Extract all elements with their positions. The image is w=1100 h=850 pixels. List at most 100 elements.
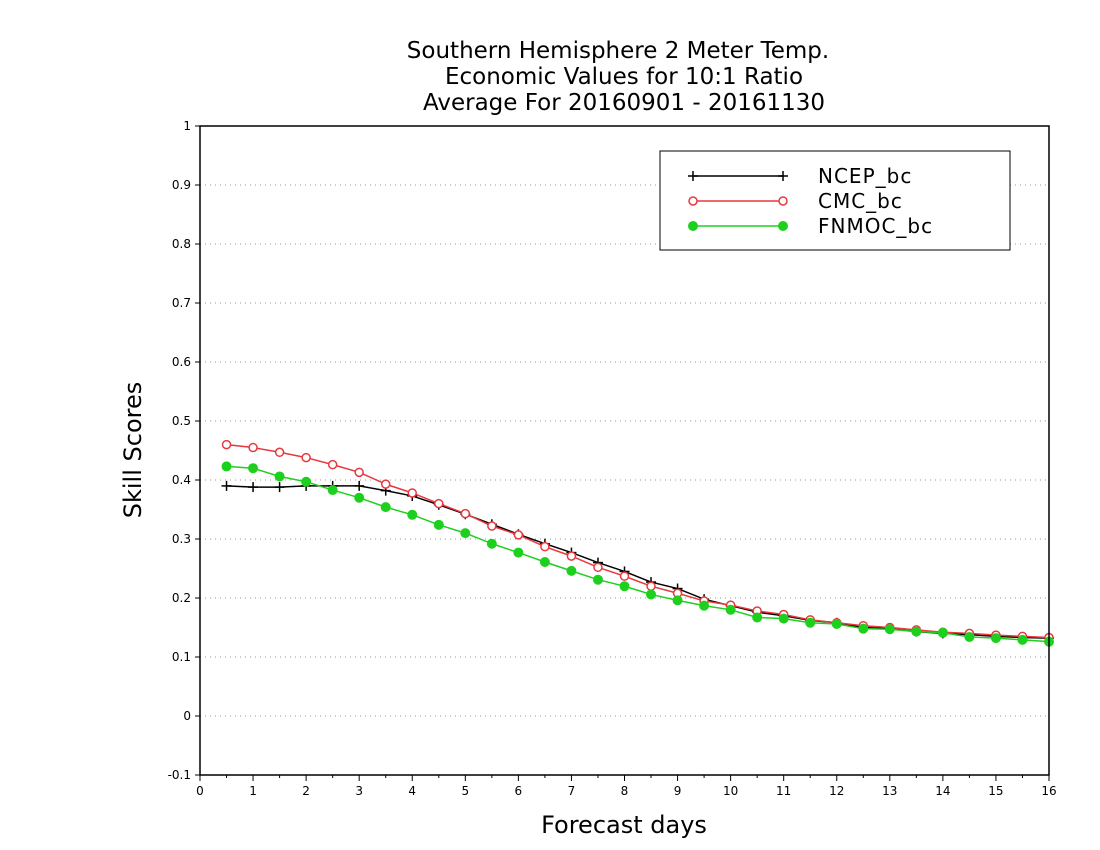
data-point-fnmoc-bc	[805, 617, 816, 628]
x-tick-label: 0	[196, 784, 204, 798]
data-point-fnmoc-bc	[884, 624, 895, 635]
y-tick-label: 0.1	[172, 650, 191, 664]
data-point-cmc-bc	[327, 459, 338, 470]
series-ncep-bc	[221, 480, 1054, 644]
x-tick-label: 11	[776, 784, 791, 798]
series-line-ncep-bc	[226, 485, 1050, 639]
legend-item-ncep-bc: NCEP_bc	[688, 164, 912, 188]
data-point-cmc-bc	[248, 442, 258, 453]
legend-marker	[778, 196, 788, 206]
y-tick-label: 0.4	[172, 473, 191, 487]
x-axis-label: Forecast days	[541, 811, 707, 839]
data-point-fnmoc-bc	[592, 574, 603, 585]
legend-label: NCEP_bc	[818, 164, 912, 188]
data-point-cmc-bc	[221, 439, 232, 450]
x-tick-label: 14	[935, 784, 950, 798]
data-point-fnmoc-bc	[513, 547, 524, 558]
data-point-cmc-bc	[566, 551, 577, 561]
chart-title-line-2: Economic Values for 10:1 Ratio	[445, 64, 803, 90]
x-tick-label: 12	[829, 784, 844, 798]
y-tick-label: 0	[183, 709, 191, 723]
x-tick-label: 1	[249, 784, 257, 798]
data-point-ncep-bc	[274, 482, 285, 493]
data-point-fnmoc-bc	[539, 557, 550, 568]
x-tick-label: 8	[621, 784, 629, 798]
x-tick-label: 7	[568, 784, 576, 798]
data-point-cmc-bc	[354, 467, 364, 478]
x-axis-ticks: 0 1 2 3 4 5 6 7 8 9 10 11 12 13 14 15 16	[196, 775, 1057, 798]
data-point-fnmoc-bc	[460, 528, 471, 539]
legend-marker	[778, 171, 788, 181]
data-point-fnmoc-bc	[327, 485, 338, 496]
y-tick-label: 0.3	[172, 532, 191, 546]
chart-title-line-3: Average For 20160901 - 20161130	[423, 90, 825, 116]
legend-item-fnmoc-bc: FNMOC_bc	[688, 214, 932, 238]
data-point-fnmoc-bc	[407, 509, 418, 520]
data-point-fnmoc-bc	[752, 612, 763, 623]
chart-title: Southern Hemisphere 2 Meter Temp. Econom…	[407, 38, 829, 116]
gridlines	[200, 184, 1049, 717]
data-point-fnmoc-bc	[778, 613, 789, 624]
legend-marker	[688, 221, 698, 231]
x-tick-label: 4	[408, 784, 416, 798]
legend-marker	[688, 171, 698, 181]
data-point-cmc-bc	[274, 447, 285, 458]
data-point-cmc-bc	[434, 498, 444, 509]
data-point-cmc-bc	[646, 581, 656, 591]
series-cmc-bc	[221, 439, 1054, 643]
plot-frame	[199, 125, 1050, 776]
data-point-cmc-bc	[593, 562, 603, 573]
y-axis-ticks: -0.1 0 0.1 0.2 0.3 0.4 0.5 0.6 0.7 0.8 0.9 1	[168, 119, 200, 782]
x-tick-label: 6	[515, 784, 523, 798]
series-fnmoc-bc	[221, 461, 1054, 647]
series-line-cmc-bc	[226, 443, 1050, 639]
x-tick-label: 16	[1041, 784, 1056, 798]
legend-item-cmc-bc: CMC_bc	[688, 189, 903, 213]
y-tick-label: 0.5	[172, 414, 191, 428]
data-point-cmc-bc	[513, 530, 524, 540]
data-point-fnmoc-bc	[433, 519, 444, 530]
data-point-fnmoc-bc	[911, 626, 922, 637]
y-tick-label: 1	[183, 119, 191, 133]
x-tick-label: 2	[302, 784, 310, 798]
y-tick-label: -0.1	[168, 768, 191, 782]
data-point-ncep-bc	[248, 482, 259, 493]
data-point-fnmoc-bc	[699, 600, 710, 611]
data-point-fnmoc-bc	[990, 633, 1001, 644]
data-point-cmc-bc	[301, 452, 311, 463]
data-point-cmc-bc	[460, 508, 471, 519]
data-point-fnmoc-bc	[725, 604, 736, 615]
x-tick-label: 13	[882, 784, 897, 798]
y-tick-label: 0.2	[172, 591, 191, 605]
data-point-fnmoc-bc	[301, 476, 312, 487]
data-point-fnmoc-bc	[619, 581, 630, 592]
y-tick-label: 0.9	[172, 178, 191, 192]
x-tick-label: 10	[723, 784, 738, 798]
data-point-ncep-bc	[354, 480, 365, 491]
data-point-fnmoc-bc	[566, 565, 577, 576]
data-point-fnmoc-bc	[221, 461, 232, 472]
data-point-fnmoc-bc	[274, 471, 285, 482]
x-tick-label: 9	[674, 784, 682, 798]
y-axis-label: Skill Scores	[119, 382, 147, 519]
data-point-cmc-bc	[380, 479, 391, 489]
series-line-fnmoc-bc	[226, 465, 1050, 643]
legend-marker	[688, 196, 698, 206]
y-tick-label: 0.7	[172, 296, 191, 310]
data-point-cmc-bc	[487, 521, 497, 531]
data-point-fnmoc-bc	[672, 595, 683, 606]
data-point-fnmoc-bc	[354, 492, 365, 503]
legend-label: CMC_bc	[818, 189, 903, 213]
data-point-fnmoc-bc	[1017, 634, 1028, 645]
x-tick-label: 15	[988, 784, 1003, 798]
data-point-ncep-bc	[221, 480, 232, 491]
y-tick-label: 0.6	[172, 355, 191, 369]
data-point-cmc-bc	[540, 541, 550, 552]
data-point-fnmoc-bc	[646, 589, 657, 600]
x-tick-label: 3	[355, 784, 363, 798]
data-point-fnmoc-bc	[858, 623, 869, 634]
data-point-fnmoc-bc	[486, 538, 497, 549]
data-point-fnmoc-bc	[937, 627, 948, 638]
